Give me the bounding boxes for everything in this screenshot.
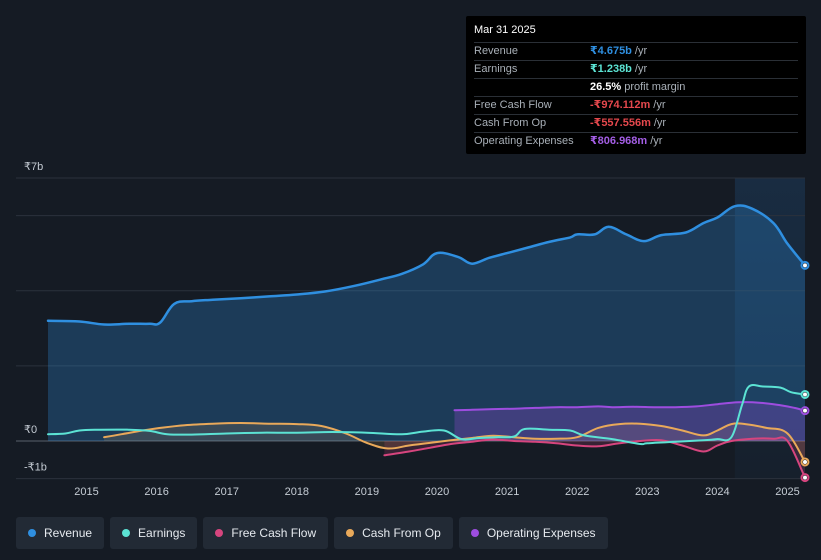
tooltip-row-value: ₹1.238b: [590, 63, 632, 75]
x-axis-labels: 2015 2016 2017 2018 2019 2020 2021 2022 2023 2024…: [74, 486, 799, 498]
end-marker-dot-earnings: [803, 392, 807, 397]
legend-label: Operating Expenses: [486, 526, 596, 540]
x-tick-label: 2017: [214, 486, 238, 498]
tooltip-row-value: -₹557.556m: [590, 117, 651, 129]
x-tick-label: 2021: [495, 486, 519, 498]
legend-label: Earnings: [138, 526, 186, 540]
legend-item-cash-from-op[interactable]: Cash From Op: [334, 517, 453, 549]
end-marker-dot-revenue: [803, 263, 807, 268]
series-areas: [48, 205, 806, 478]
x-tick-label: 2024: [705, 486, 729, 498]
tooltip-row: Revenue ₹4.675b/yr: [474, 42, 798, 60]
tooltip-row: Free Cash Flow -₹974.112m/yr: [474, 96, 798, 114]
tooltip-row-unit: /yr: [653, 99, 666, 111]
tooltip-row-value: ₹4.675b: [590, 45, 632, 57]
tooltip-row-label: [474, 79, 590, 96]
data-tooltip: Mar 31 2025 Revenue ₹4.675b/yr Earnings ₹1.…: [466, 16, 806, 154]
tooltip-row-unit: /yr: [653, 117, 667, 129]
legend-item-earnings[interactable]: Earnings: [110, 517, 198, 549]
y-tick-label: ₹7b: [24, 161, 43, 173]
tooltip-row-value: -₹974.112m: [590, 99, 651, 111]
tooltip-row-unit: /yr: [634, 63, 648, 75]
y-axis-labels: ₹7b ₹0 -₹1b: [24, 161, 47, 474]
x-tick-label: 2022: [565, 486, 589, 498]
area-revenue: [48, 205, 805, 441]
area-fcf: [384, 437, 805, 478]
x-tick-label: 2015: [74, 486, 98, 498]
tooltip-row-unit: /yr: [634, 45, 648, 57]
x-tick-label: 2019: [355, 486, 379, 498]
line-revenue: [46, 204, 807, 326]
legend-item-revenue[interactable]: Revenue: [16, 517, 105, 549]
legend-dot-icon: [122, 529, 131, 537]
x-tick-label: 2025: [775, 486, 799, 498]
legend-label: Revenue: [44, 526, 93, 540]
legend-item-operating-expenses[interactable]: Operating Expenses: [458, 517, 608, 549]
gridlines: [16, 177, 805, 480]
tooltip-row: Earnings ₹1.238b/yr: [474, 60, 798, 78]
line-fcf: [383, 436, 806, 479]
legend-dot-icon: [215, 529, 224, 537]
tooltip-row-label: Free Cash Flow: [474, 99, 552, 111]
tooltip-row-unit: /yr: [650, 135, 663, 147]
legend-dot-icon: [470, 529, 479, 537]
x-tick-label: 2023: [635, 486, 659, 498]
y-tick-label: ₹0: [24, 424, 37, 436]
y-tick-label: -₹1b: [24, 462, 47, 474]
tooltip-row: Cash From Op -₹557.556m/yr: [474, 114, 798, 132]
tooltip-row-label: Operating Expenses: [474, 135, 574, 147]
tooltip-row-value: ₹806.968m: [590, 135, 648, 147]
chart-area: ₹7b₹0-₹1b 2015 2016 2017 2018 2019 2020 2021 20…: [16, 161, 810, 498]
legend-label: Cash From Op: [362, 526, 441, 540]
chart-legend: Revenue Earnings Free Cash Flow Cash From O…: [16, 517, 608, 549]
tooltip-date: Mar 31 2025: [474, 24, 536, 36]
end-marker-dot-fcf: [803, 475, 807, 480]
x-tick-label: 2020: [425, 486, 449, 498]
tooltip-row-unit: profit margin: [624, 81, 686, 93]
end-marker-dot-opex: [803, 408, 807, 413]
tooltip-row: 26.5% profit margin: [474, 78, 798, 96]
legend-dot-icon: [28, 529, 36, 537]
legend-item-free-cash-flow[interactable]: Free Cash Flow: [203, 517, 329, 549]
series-end-markers: [800, 260, 810, 483]
x-tick-label: 2018: [285, 486, 309, 498]
line-earnings: [47, 383, 806, 446]
tooltip-row-label: Earnings: [474, 63, 518, 75]
line-cfo: [103, 422, 806, 463]
tooltip-row-label: Cash From Op: [474, 117, 547, 129]
tooltip-row-label: Revenue: [474, 45, 519, 57]
tooltip-row-value: 26.5%: [590, 81, 622, 93]
line-opex: [453, 401, 806, 412]
x-tick-label: 2016: [144, 486, 168, 498]
end-marker-dot-cfo: [803, 459, 807, 464]
legend-dot-icon: [346, 529, 355, 537]
legend-label: Free Cash Flow: [231, 526, 317, 540]
tooltip-row: Operating Expenses ₹806.968m/yr: [474, 132, 798, 150]
tooltip-rows: Revenue ₹4.675b/yr Earnings ₹1.238b/yr 26.5%…: [474, 42, 798, 150]
series-lines: [46, 204, 807, 479]
